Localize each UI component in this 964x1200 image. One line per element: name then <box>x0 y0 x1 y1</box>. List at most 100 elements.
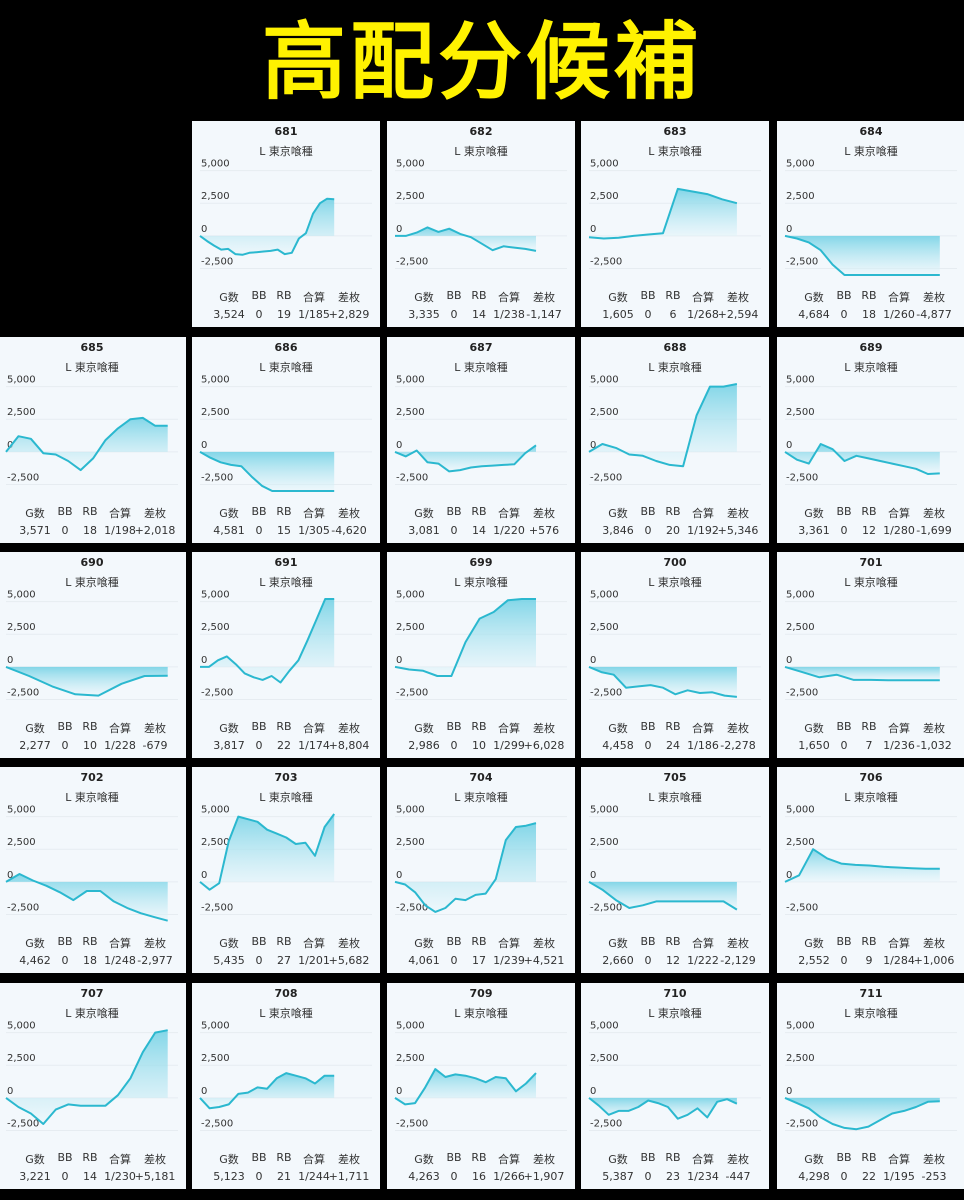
stat-label: 差枚 <box>727 507 749 520</box>
machine-name: L 東京喰種 <box>648 576 702 589</box>
stat-label: BB <box>251 505 267 518</box>
stats-header: G数 BB RB 合算 差枚 <box>387 1151 575 1166</box>
stat-label: 差枚 <box>533 1153 555 1166</box>
machine-name: L 東京喰種 <box>844 1007 898 1020</box>
y-tick-label: 2,500 <box>786 407 815 418</box>
stats-values: 3,571 0 18 1/198 +2,018 <box>0 524 186 538</box>
chart-panel: 5,000 2,500 0 -2,500 705 L 東京喰種 G数 BB RB 合算 差枚 2,66… <box>581 767 769 973</box>
y-tick-label: -2,500 <box>590 256 622 267</box>
series-area <box>200 1073 335 1109</box>
y-tick-label: 5,000 <box>396 375 425 386</box>
stat-label: G数 <box>25 722 45 735</box>
machine-name: L 東京喰種 <box>259 791 313 804</box>
stat-label: 合算 <box>303 1153 325 1166</box>
stat-value: -2,977 <box>137 954 173 967</box>
chart-panel: 5,000 2,500 0 -2,500 681 L 東京喰種 G数 BB RB 合算 差枚 3,52… <box>192 121 380 327</box>
stat-value: 3,846 <box>602 524 634 537</box>
y-tick-label: 5,000 <box>786 805 815 816</box>
stats-header: G数 BB RB 合算 差枚 <box>0 505 186 520</box>
stat-value: 5,123 <box>213 1170 245 1183</box>
stat-value: 27 <box>277 954 291 967</box>
series-line <box>394 444 537 473</box>
stat-label: 合算 <box>888 1153 910 1166</box>
y-tick-label: 2,500 <box>786 1053 815 1064</box>
stat-label: BB <box>251 1151 267 1164</box>
stat-label: 合算 <box>498 291 520 304</box>
stat-value: 10 <box>472 739 486 752</box>
y-tick-label: 5,000 <box>590 805 619 816</box>
stat-label: RB <box>861 720 877 733</box>
y-tick-label: 2,500 <box>590 622 619 633</box>
stat-label: G数 <box>608 722 628 735</box>
y-tick-label: -2,500 <box>396 687 428 698</box>
stats-values: 3,335 0 14 1/238 -1,147 <box>387 308 575 322</box>
y-tick-label: 2,500 <box>201 837 230 848</box>
stat-value: 0 <box>644 308 652 321</box>
chart-svg: 5,000 2,500 0 -2,500 <box>394 1021 567 1131</box>
series-line <box>784 1096 940 1131</box>
stat-label: 合算 <box>692 722 714 735</box>
stat-value: 1/244 <box>298 1170 330 1183</box>
series-line <box>200 598 335 684</box>
chart-svg: 5,000 2,500 0 -2,500 <box>199 375 372 492</box>
stat-label: 差枚 <box>533 291 555 304</box>
y-tick-label: -2,500 <box>396 256 428 267</box>
stat-value: 3,524 <box>213 308 245 321</box>
stat-label: BB <box>640 289 656 302</box>
stat-value: +2,018 <box>134 524 176 537</box>
stats-values: 5,123 0 21 1/244 +1,711 <box>192 1170 380 1184</box>
stat-label: RB <box>82 1151 98 1164</box>
stat-value: 0 <box>61 1170 69 1183</box>
y-tick-label: 2,500 <box>590 1053 619 1064</box>
y-tick-label: 0 <box>590 655 596 666</box>
stat-value: 24 <box>666 739 680 752</box>
stats-values: 5,435 0 27 1/201 +5,682 <box>192 954 380 968</box>
stat-label: BB <box>446 289 462 302</box>
stat-value: 19 <box>277 308 291 321</box>
stat-value: 18 <box>83 954 97 967</box>
stat-value: 1/236 <box>883 739 915 752</box>
stat-value: 1/222 <box>687 954 719 967</box>
stat-value: 3,335 <box>408 308 440 321</box>
stats-values: 4,263 0 16 1/266 +1,907 <box>387 1170 575 1184</box>
y-tick-label: 5,000 <box>7 375 36 386</box>
series-line <box>5 873 168 922</box>
machine-name: L 東京喰種 <box>454 361 508 374</box>
stat-label: G数 <box>804 291 824 304</box>
machine-name: L 東京喰種 <box>648 145 702 158</box>
machine-name: L 東京喰種 <box>844 576 898 589</box>
stat-value: +5,346 <box>717 524 759 537</box>
y-tick-label: 0 <box>201 224 207 235</box>
stat-value: 0 <box>840 308 848 321</box>
stat-label: RB <box>861 935 877 948</box>
stat-label: G数 <box>414 722 434 735</box>
stats-values: 3,817 0 22 1/174 +8,804 <box>192 739 380 753</box>
stat-value: 0 <box>61 739 69 752</box>
stat-value: -679 <box>142 739 168 752</box>
series-line <box>784 443 940 475</box>
stat-value: 1/174 <box>298 739 330 752</box>
chart-svg: 5,000 2,500 0 -2,500 <box>394 590 567 700</box>
series-line <box>395 226 537 252</box>
machine-number: 708 <box>274 987 298 1000</box>
stat-label: 差枚 <box>923 937 945 950</box>
machine-number: 710 <box>663 987 687 1000</box>
stat-label: RB <box>665 505 681 518</box>
stat-value: 0 <box>840 524 848 537</box>
stat-label: 合算 <box>692 507 714 520</box>
stat-label: RB <box>82 720 98 733</box>
stat-value: 5,435 <box>213 954 245 967</box>
stat-label: RB <box>82 505 98 518</box>
series-line <box>784 665 940 682</box>
stat-value: 3,817 <box>213 739 245 752</box>
stats-values: 2,986 0 10 1/299 +6,028 <box>387 739 575 753</box>
stat-label: 合算 <box>109 507 131 520</box>
series-line <box>394 822 537 913</box>
stat-value: 7 <box>865 739 873 752</box>
stat-label: 合算 <box>109 1153 131 1166</box>
machine-number: 688 <box>663 341 687 354</box>
y-tick-label: -2,500 <box>786 687 818 698</box>
stat-label: BB <box>640 935 656 948</box>
series-line <box>199 197 335 256</box>
machine-number: 689 <box>859 341 883 354</box>
